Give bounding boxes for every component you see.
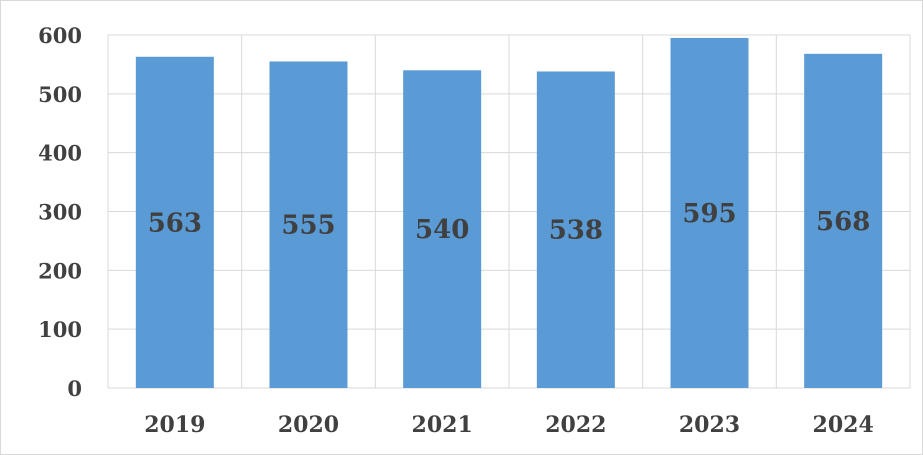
y-tick-label: 500 [38, 82, 82, 107]
gridlines [107, 34, 911, 389]
y-tick-label: 200 [38, 258, 82, 283]
bar-2023 [670, 37, 749, 389]
bars [135, 37, 883, 389]
bar-2024 [804, 53, 883, 389]
bar-2019 [135, 56, 214, 388]
data-label-2022: 538 [549, 216, 603, 246]
y-tick-label: 400 [38, 141, 82, 166]
data-label-2021: 540 [415, 215, 469, 245]
bar-2020 [269, 61, 348, 388]
y-tick-label: 0 [67, 376, 82, 401]
data-label-2023: 595 [682, 199, 736, 229]
bar-2021 [403, 70, 482, 389]
bar-2022 [536, 71, 615, 388]
y-tick-label: 100 [38, 317, 82, 342]
x-tick-label: 2020 [278, 412, 339, 438]
y-tick-label: 300 [38, 200, 82, 225]
x-tick-label: 2019 [144, 412, 205, 438]
data-label-2024: 568 [816, 207, 870, 237]
x-tick-label: 2024 [813, 412, 874, 438]
x-tick-label: 2022 [545, 412, 606, 438]
data-label-2019: 563 [148, 208, 202, 238]
y-tick-label: 600 [38, 23, 82, 48]
data-label-2020: 555 [281, 211, 335, 241]
x-tick-label: 2023 [679, 412, 740, 438]
x-tick-label: 2021 [412, 412, 473, 438]
labels: 0 100 200 300 400 500 600 563 2019 555 2020 540 2021… [38, 23, 874, 438]
